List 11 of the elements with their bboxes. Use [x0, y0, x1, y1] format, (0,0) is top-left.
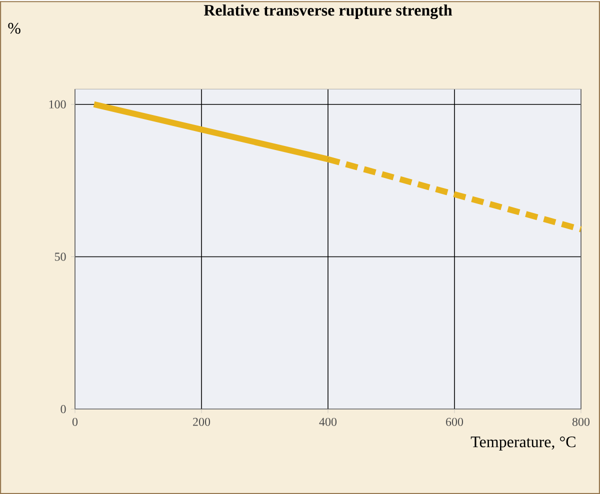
y-tick-label: 50	[54, 252, 66, 261]
x-tick-label: 0	[72, 418, 78, 426]
x-tick-label: 400	[319, 418, 337, 426]
y-tick-label: 0	[60, 405, 66, 414]
y-axis-title: %	[8, 22, 20, 34]
x-axis-title: Temperature, °C	[470, 436, 576, 450]
y-tick-label: 100	[49, 100, 66, 108]
x-tick-label: 200	[193, 418, 210, 426]
x-tick-label: 600	[446, 418, 464, 426]
chart-title: Relative transverse rupture strength	[204, 4, 452, 20]
x-tick-label: 800	[572, 418, 590, 426]
